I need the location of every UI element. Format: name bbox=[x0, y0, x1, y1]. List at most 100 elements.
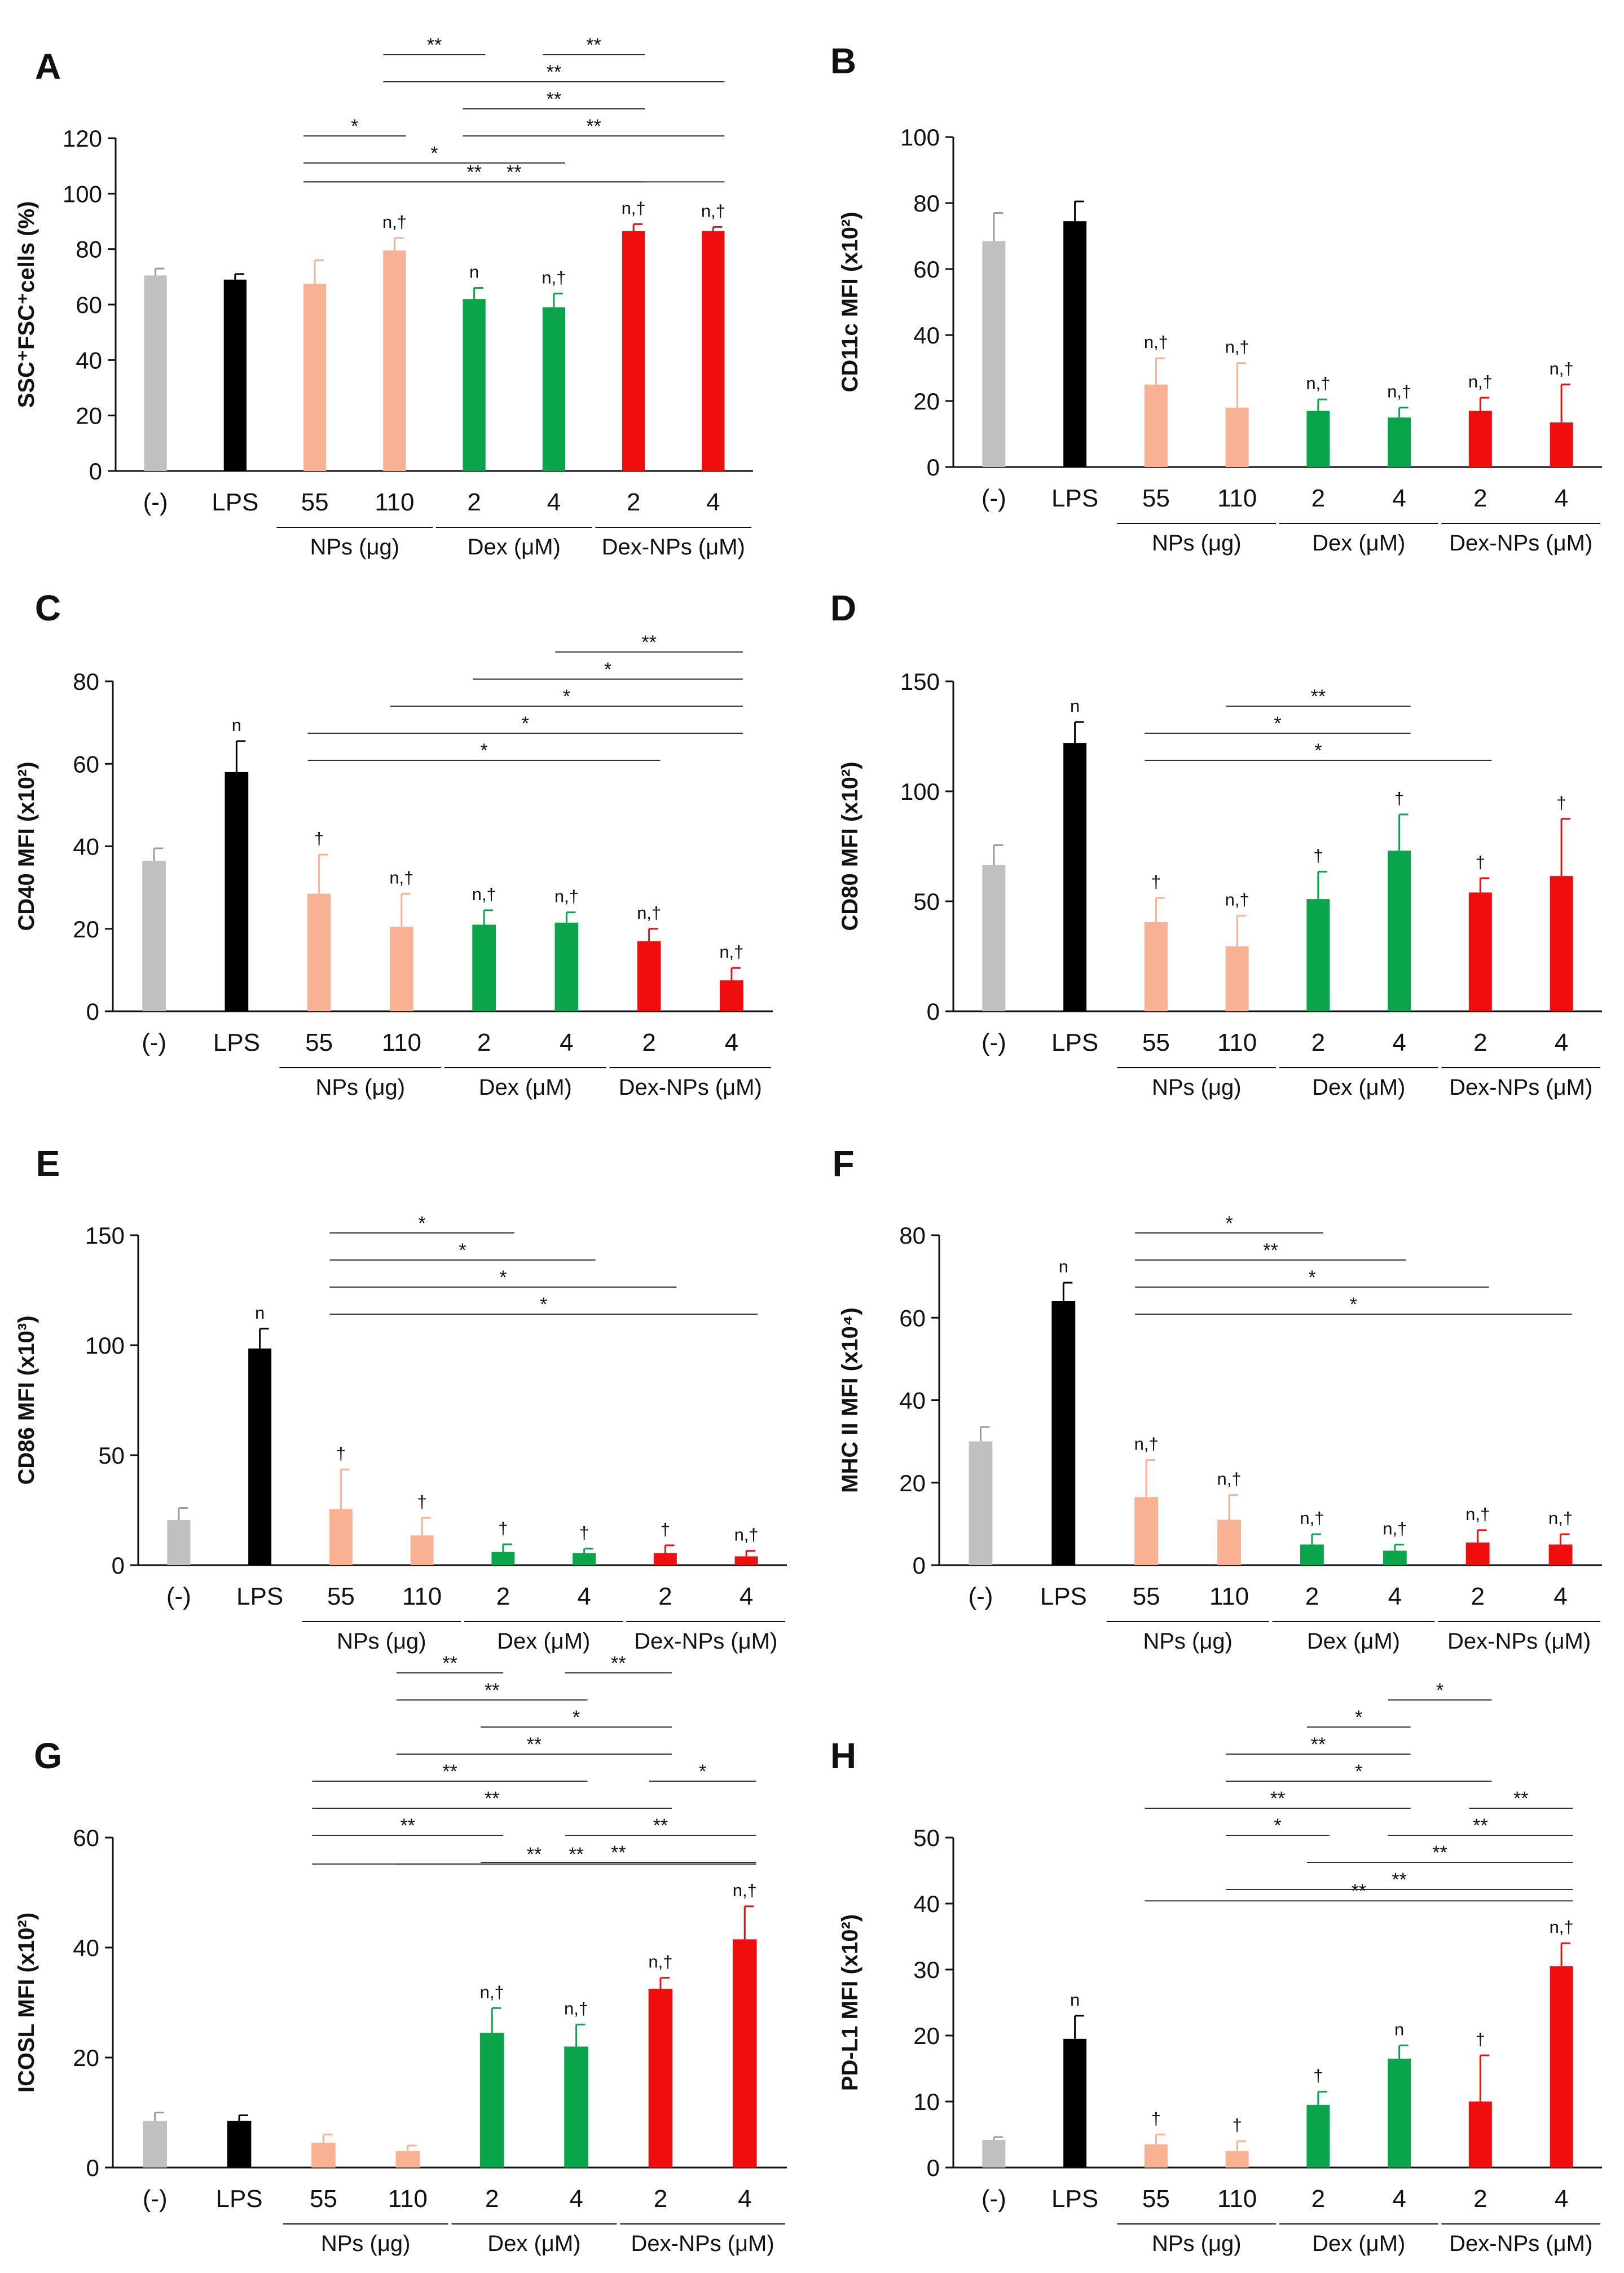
bar bbox=[1225, 2151, 1249, 2168]
bar bbox=[542, 307, 566, 471]
x-category-label: 2 bbox=[1305, 1583, 1319, 1610]
y-axis-label: CD40 MFI (x10²) bbox=[14, 761, 39, 931]
bar bbox=[383, 250, 406, 471]
significance-marker: n,† bbox=[564, 1999, 588, 2019]
chart-panel-f: F MHC II MFI (x10⁴) 0 20 40 60 80 (-) n LPS n,† 55 n… bbox=[832, 1143, 1602, 1654]
bar bbox=[1063, 743, 1087, 1011]
y-tick-label: 40 bbox=[76, 347, 102, 373]
x-category-label: LPS bbox=[1051, 484, 1098, 512]
x-category-label: 55 bbox=[301, 488, 329, 516]
comparison-asterisk: * bbox=[1274, 1815, 1281, 1836]
x-category-label: 110 bbox=[402, 1583, 442, 1610]
comparison-asterisk: ** bbox=[586, 116, 601, 137]
group-label: Dex (μM) bbox=[1312, 531, 1405, 556]
significance-marker: n,† bbox=[1550, 359, 1574, 378]
x-category-label: 2 bbox=[477, 1029, 491, 1056]
group-label: NPs (μg) bbox=[310, 535, 399, 560]
bar bbox=[1550, 422, 1573, 467]
x-category-label: 4 bbox=[547, 488, 561, 516]
comparison-asterisk: ** bbox=[527, 1734, 542, 1755]
x-category-label: 110 bbox=[388, 2185, 428, 2213]
x-category-label: 110 bbox=[1217, 1029, 1257, 1056]
x-category-label: (-) bbox=[982, 484, 1006, 512]
significance-marker: n,† bbox=[554, 887, 579, 906]
bar bbox=[223, 279, 247, 471]
x-category-label: 2 bbox=[1473, 2185, 1487, 2213]
panel-letter-g: G bbox=[34, 1735, 62, 1776]
comparison-asterisk: ** bbox=[569, 1844, 583, 1865]
group-label: NPs (μg) bbox=[1152, 1075, 1242, 1100]
x-category-label: (-) bbox=[143, 488, 168, 516]
bar bbox=[1388, 2058, 1411, 2168]
y-tick-label: 60 bbox=[76, 292, 102, 318]
panel-letter-f: F bbox=[832, 1143, 854, 1184]
x-category-label: 2 bbox=[1473, 1029, 1487, 1056]
x-category-label: 4 bbox=[560, 1029, 573, 1056]
significance-marker: n,† bbox=[382, 212, 407, 232]
bar bbox=[982, 2139, 1006, 2168]
group-label: Dex-NPs (μM) bbox=[1449, 2231, 1592, 2256]
y-tick-label: 80 bbox=[76, 236, 102, 263]
comparison-asterisk: * bbox=[1314, 740, 1322, 761]
y-tick-label: 80 bbox=[899, 1222, 926, 1249]
group-label: NPs (μg) bbox=[315, 1075, 405, 1100]
panel-letter-d: D bbox=[830, 588, 856, 628]
x-category-label: 110 bbox=[375, 488, 414, 516]
x-category-label: 110 bbox=[1217, 484, 1257, 512]
comparison-asterisk: * bbox=[573, 1707, 580, 1728]
y-tick-label: 80 bbox=[73, 668, 99, 695]
bar bbox=[307, 893, 331, 1011]
group-label: Dex (μM) bbox=[1307, 1629, 1400, 1654]
comparison-asterisk: * bbox=[699, 1761, 706, 1782]
y-tick-label: 150 bbox=[85, 1222, 125, 1249]
y-tick-label: 0 bbox=[913, 1552, 926, 1579]
comparison-asterisk: * bbox=[430, 143, 438, 164]
x-category-label: LPS bbox=[236, 1583, 283, 1610]
comparison-asterisk: * bbox=[1225, 1213, 1233, 1234]
group-label: NPs (μg) bbox=[321, 2231, 411, 2256]
bar bbox=[1388, 851, 1411, 1011]
x-category-label: 55 bbox=[310, 2185, 337, 2213]
significance-marker: n bbox=[1394, 2020, 1404, 2039]
bar bbox=[142, 861, 166, 1011]
x-category-label: 4 bbox=[706, 488, 720, 516]
significance-marker: n bbox=[255, 1303, 265, 1323]
chart-panel-d: D CD80 MFI (x10²) 0 50 100 150 (-) n LPS † 55 n,† 11… bbox=[830, 588, 1602, 1100]
group-label: Dex-NPs (μM) bbox=[619, 1075, 762, 1100]
x-category-label: LPS bbox=[212, 488, 258, 516]
comparison-asterisk: ** bbox=[586, 34, 601, 56]
x-category-label: (-) bbox=[143, 2185, 168, 2213]
significance-marker: n,† bbox=[733, 1880, 757, 1900]
significance-marker: † bbox=[579, 1523, 589, 1543]
bar bbox=[479, 2033, 504, 2168]
x-category-label: 4 bbox=[569, 2185, 583, 2213]
y-tick-label: 20 bbox=[73, 916, 99, 942]
y-tick-label: 120 bbox=[63, 125, 102, 152]
y-tick-label: 20 bbox=[913, 2023, 940, 2049]
bar bbox=[463, 299, 486, 471]
bar bbox=[982, 865, 1006, 1011]
x-category-label: 2 bbox=[485, 2185, 499, 2213]
significance-marker: n,† bbox=[1468, 372, 1493, 391]
comparison-asterisk: * bbox=[481, 740, 488, 761]
comparison-asterisk: ** bbox=[1263, 1240, 1278, 1261]
y-tick-label: 40 bbox=[73, 834, 99, 860]
y-tick-label: 100 bbox=[63, 180, 102, 207]
bar bbox=[1063, 221, 1087, 467]
significance-marker: n,† bbox=[719, 942, 743, 962]
comparison-asterisk: ** bbox=[442, 1761, 457, 1782]
panel-letter-e: E bbox=[36, 1143, 60, 1184]
x-category-label: (-) bbox=[142, 1029, 166, 1056]
significance-marker: † bbox=[336, 1443, 346, 1463]
bar bbox=[1383, 1550, 1407, 1565]
x-category-label: 4 bbox=[1392, 484, 1406, 512]
bar bbox=[143, 2121, 167, 2168]
y-tick-label: 60 bbox=[73, 1825, 99, 1851]
comparison-asterisk: * bbox=[1350, 1294, 1357, 1315]
comparison-asterisk: * bbox=[522, 713, 529, 734]
y-tick-label: 30 bbox=[913, 1957, 940, 1983]
group-label: Dex (μM) bbox=[479, 1075, 572, 1100]
bar bbox=[554, 922, 579, 1011]
x-category-label: 110 bbox=[1217, 2185, 1257, 2213]
y-tick-label: 50 bbox=[913, 888, 940, 915]
